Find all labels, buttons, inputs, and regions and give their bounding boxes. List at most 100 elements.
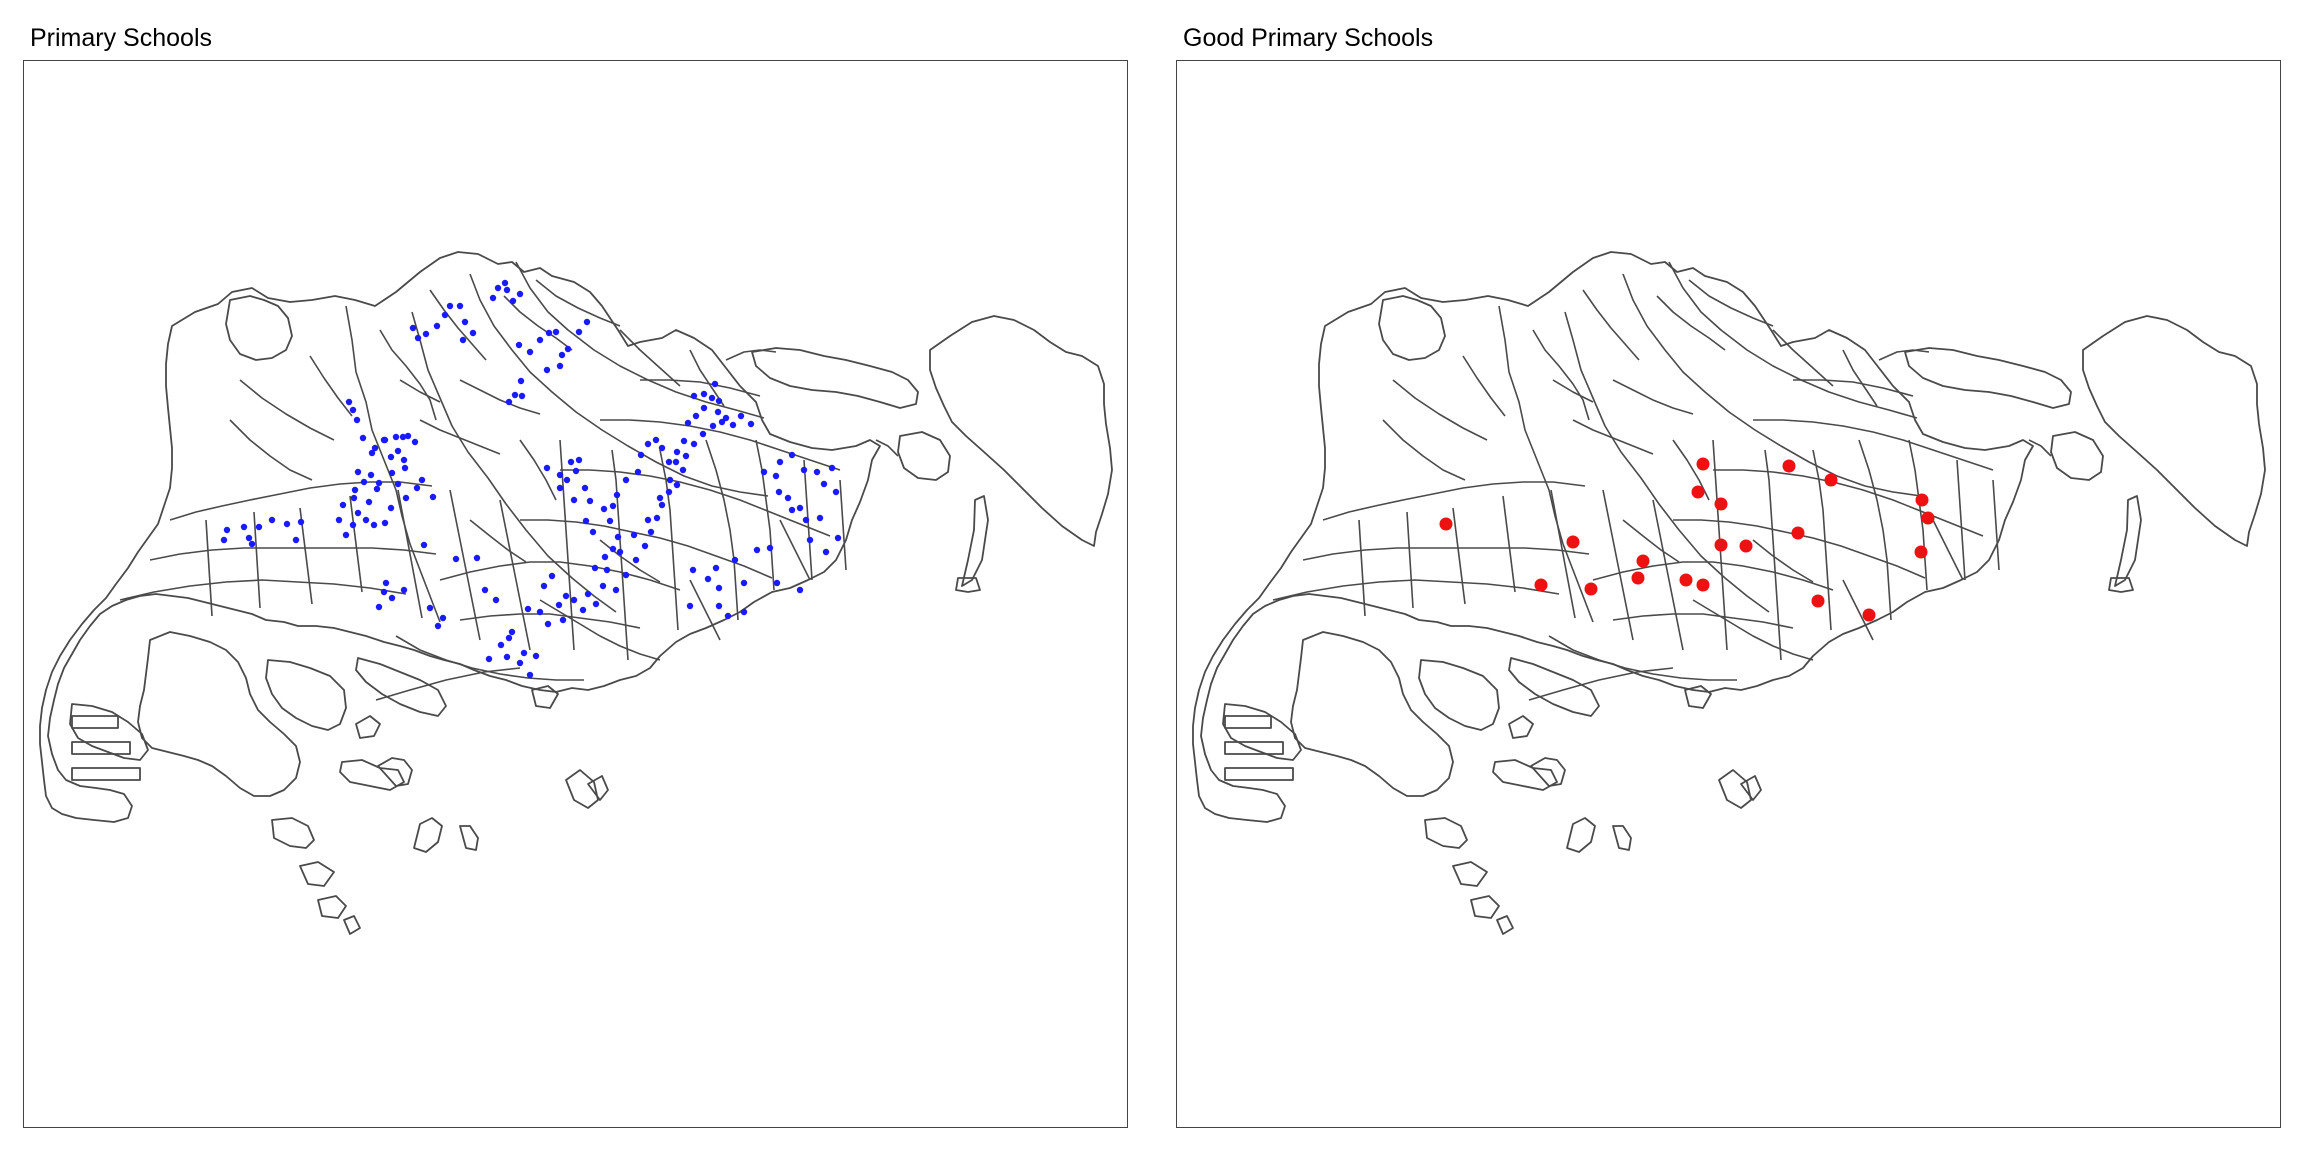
school-marker <box>245 534 253 542</box>
school-marker <box>399 433 407 441</box>
school-marker <box>456 302 464 310</box>
school-marker <box>394 447 402 455</box>
school-marker <box>589 528 597 536</box>
school-marker <box>788 451 796 459</box>
school-marker <box>715 397 723 405</box>
school-marker <box>543 464 551 472</box>
school-marker <box>753 546 761 554</box>
school-marker <box>555 601 563 609</box>
school-marker <box>485 655 493 663</box>
school-marker <box>603 566 611 574</box>
school-marker <box>380 588 388 596</box>
school-marker <box>722 414 730 422</box>
school-marker <box>834 534 842 542</box>
school-marker <box>700 390 708 398</box>
school-marker <box>563 476 571 484</box>
school-marker <box>1739 539 1753 553</box>
school-marker <box>367 471 375 479</box>
school-marker <box>1439 517 1453 531</box>
school-marker <box>766 544 774 552</box>
school-marker <box>1584 582 1598 596</box>
school-marker <box>422 330 430 338</box>
school-marker <box>612 586 620 594</box>
school-marker <box>672 458 680 466</box>
school-marker <box>704 575 712 583</box>
school-marker <box>700 404 708 412</box>
school-marker <box>788 506 796 514</box>
school-marker <box>370 521 378 529</box>
school-marker <box>350 494 358 502</box>
school-marker <box>731 556 739 564</box>
school-marker <box>558 351 566 359</box>
school-marker <box>673 448 681 456</box>
school-marker <box>718 418 726 426</box>
school-marker <box>680 437 688 445</box>
school-marker <box>388 469 396 477</box>
school-marker <box>570 496 578 504</box>
school-marker <box>562 592 570 600</box>
school-marker <box>632 556 640 564</box>
school-marker <box>536 336 544 344</box>
school-marker <box>613 491 621 499</box>
school-marker <box>544 620 552 628</box>
school-marker <box>387 504 395 512</box>
school-marker <box>1862 608 1876 622</box>
school-marker <box>339 501 347 509</box>
school-marker <box>489 294 497 302</box>
school-marker <box>686 602 694 610</box>
school-marker <box>556 484 564 492</box>
school-marker <box>1691 485 1705 499</box>
school-marker <box>665 458 673 466</box>
school-marker <box>656 494 664 502</box>
school-marker <box>579 606 587 614</box>
school-marker <box>1811 594 1825 608</box>
school-marker <box>418 476 426 484</box>
school-marker <box>784 494 792 502</box>
school-marker <box>711 380 719 388</box>
school-marker <box>517 377 525 385</box>
school-marker <box>1824 473 1838 487</box>
school-marker <box>375 603 383 611</box>
school-marker <box>776 458 784 466</box>
school-marker <box>599 582 607 590</box>
map-outline-primary-schools <box>39 251 1113 935</box>
school-marker <box>575 328 583 336</box>
school-marker <box>796 504 804 512</box>
school-marker <box>644 516 652 524</box>
panel-title-good-primary-schools: Good Primary Schools <box>1183 24 1434 52</box>
school-marker <box>708 394 716 402</box>
school-marker <box>622 476 630 484</box>
school-marker <box>740 579 748 587</box>
school-marker <box>600 505 608 513</box>
school-marker <box>353 416 361 424</box>
school-marker <box>709 422 717 430</box>
school-marker <box>400 586 408 594</box>
school-marker <box>816 514 824 522</box>
school-marker <box>682 452 690 460</box>
school-marker <box>552 328 560 336</box>
school-marker <box>401 464 409 472</box>
school-marker <box>292 536 300 544</box>
school-marker <box>351 486 359 494</box>
school-marker <box>712 564 720 572</box>
school-marker <box>381 519 389 527</box>
school-marker <box>1714 497 1728 511</box>
school-marker <box>606 517 614 525</box>
school-marker <box>452 555 460 563</box>
school-marker <box>461 318 469 326</box>
school-marker <box>402 494 410 502</box>
school-marker <box>665 488 673 496</box>
school-marker <box>505 634 513 642</box>
school-marker <box>433 322 441 330</box>
school-marker <box>1714 538 1728 552</box>
school-marker <box>1679 573 1693 587</box>
school-marker <box>813 468 821 476</box>
school-marker <box>543 366 551 374</box>
school-marker <box>365 498 373 506</box>
school-marker <box>556 362 564 370</box>
school-marker <box>268 516 276 524</box>
school-marker <box>223 526 231 534</box>
school-marker <box>354 509 362 517</box>
school-marker <box>567 458 575 466</box>
